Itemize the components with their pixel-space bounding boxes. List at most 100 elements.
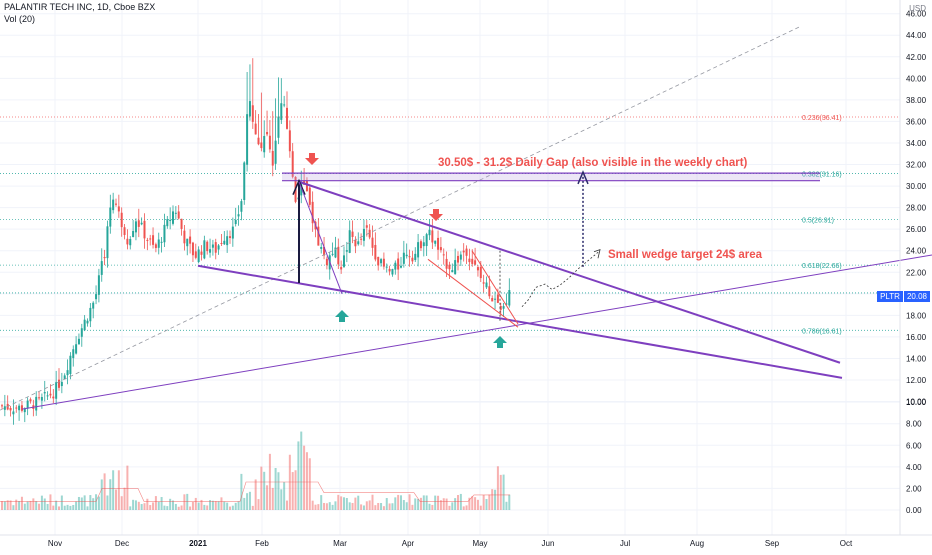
- gap-target-arrowhead: [577, 170, 589, 185]
- volume-bar: [286, 500, 288, 510]
- candle-body: [43, 392, 46, 394]
- candle-body: [191, 242, 194, 256]
- candle-body: [508, 290, 511, 306]
- volume-bar: [471, 496, 474, 510]
- buy-arrow-mar: [335, 310, 349, 322]
- candle-body: [86, 320, 89, 324]
- y-tick-label: 10.00: [906, 398, 927, 407]
- candle-body: [35, 396, 38, 411]
- volume-bar: [357, 495, 360, 510]
- candle-body: [109, 207, 112, 227]
- y-tick-label: 16.00: [906, 333, 927, 342]
- volume-bar: [496, 466, 499, 510]
- candle-body: [26, 400, 29, 409]
- volume-bar: [97, 496, 100, 510]
- y-tick-label: 30.00: [906, 182, 927, 191]
- candle-body: [368, 229, 371, 238]
- volume-bar: [106, 495, 109, 510]
- x-tick-label: Apr: [402, 539, 415, 548]
- volume-bar: [457, 495, 459, 510]
- candle-body: [160, 241, 163, 243]
- volume-bar: [140, 504, 143, 510]
- volume-bar: [46, 503, 49, 510]
- candle-body: [129, 238, 132, 246]
- volume-bar: [260, 466, 263, 510]
- candle-body: [149, 238, 152, 240]
- candle-body: [380, 259, 383, 264]
- candle-body: [103, 257, 106, 259]
- candle-body: [499, 305, 502, 310]
- x-tick-label: Jun: [542, 539, 555, 548]
- candle-body: [365, 225, 368, 228]
- volume-bar: [112, 470, 115, 510]
- candle-body: [163, 224, 166, 243]
- candle-body: [226, 236, 229, 246]
- volume-bar: [72, 504, 75, 510]
- candle-body: [234, 219, 237, 225]
- volume-bar: [417, 498, 420, 510]
- volume-bar: [402, 500, 405, 510]
- candle-body: [206, 241, 209, 252]
- volume-bar: [283, 482, 286, 510]
- volume-bar: [354, 497, 357, 510]
- y-tick-label: 14.00: [906, 354, 927, 363]
- volume-bar: [160, 497, 163, 510]
- dashed-channel-line: [0, 26, 801, 411]
- x-tick-label: Feb: [255, 539, 269, 548]
- projected-path-arrowhead: [593, 249, 601, 259]
- volume-bar: [92, 498, 95, 510]
- candle-body: [348, 230, 351, 253]
- long-support-trendline: [21, 254, 932, 410]
- candle-body: [83, 319, 86, 331]
- candle-body: [485, 282, 488, 288]
- volume-bar: [454, 498, 457, 510]
- candle-body: [494, 298, 497, 300]
- volume-bar: [29, 500, 32, 510]
- volume-indicator-label: Vol (20): [4, 14, 36, 24]
- candle-body: [72, 349, 75, 359]
- candle-body: [157, 239, 160, 248]
- volume-bar: [166, 506, 169, 510]
- candle-body: [166, 219, 169, 227]
- y-axis[interactable]: 46.00 44.00 42.00 40.00 38.00 36.00 34.00 32.00…: [899, 0, 927, 535]
- x-axis[interactable]: Nov Dec 2021 Feb Mar Apr May Jun Jul Aug Sep Oct: [0, 534, 932, 548]
- volume-bar: [9, 500, 12, 510]
- volume-bar: [414, 498, 417, 510]
- candle-body: [240, 201, 243, 212]
- volume-bar: [100, 479, 103, 510]
- candle-body: [180, 218, 183, 229]
- candle-body: [362, 228, 365, 241]
- candle-body: [462, 250, 465, 253]
- y-tick-label: 38.00: [906, 96, 927, 105]
- volume-bar: [360, 504, 363, 510]
- x-tick-label: Dec: [115, 539, 129, 548]
- candle-body: [126, 238, 129, 245]
- pole-to-low-line: [298, 181, 343, 294]
- volume-bars: [0, 431, 511, 510]
- x-tick-label: Aug: [690, 539, 704, 548]
- candle-body: [317, 226, 320, 246]
- candle-body: [251, 105, 254, 122]
- volume-bar: [337, 494, 340, 510]
- volume-tick-label: 8.00: [906, 420, 922, 429]
- volume-bar: [197, 502, 200, 510]
- candle-body: [397, 258, 400, 270]
- candle-body: [217, 245, 220, 250]
- volume-bar: [431, 504, 434, 510]
- volume-bar: [385, 498, 388, 510]
- candle-body: [465, 248, 468, 256]
- gap-zone: [282, 173, 820, 181]
- volume-bar: [58, 506, 60, 510]
- volume-bar: [137, 501, 140, 510]
- volume-bar: [200, 499, 203, 510]
- volume-bar: [308, 458, 311, 510]
- volume-bar: [211, 500, 214, 510]
- volume-bar: [123, 487, 126, 510]
- volume-bar: [15, 499, 18, 510]
- candle-body: [66, 370, 69, 376]
- volume-bar: [428, 503, 431, 510]
- candle-body: [291, 151, 294, 177]
- candle-body: [152, 235, 155, 245]
- volume-bar: [311, 500, 314, 510]
